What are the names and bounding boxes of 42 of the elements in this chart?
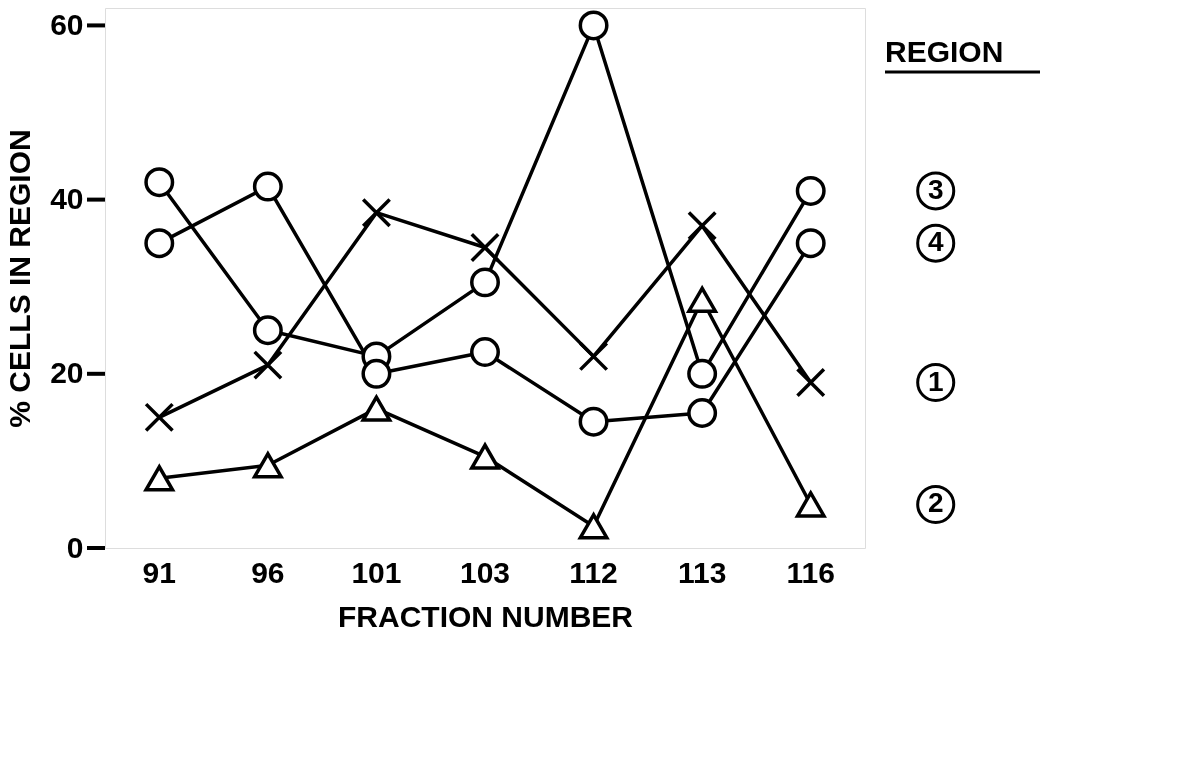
- point: [686, 284, 719, 313]
- point: [361, 395, 392, 422]
- x-tick-label: 96: [251, 555, 285, 589]
- point: [252, 350, 283, 381]
- x-axis-title: FRACTION NUMBER: [338, 599, 634, 633]
- y-tick-label: 40: [50, 182, 84, 216]
- x-tick-label: 101: [351, 555, 402, 589]
- point: [144, 402, 175, 433]
- point: [795, 367, 826, 398]
- point: [252, 452, 283, 479]
- point: [252, 315, 283, 346]
- point: [687, 398, 718, 428]
- x-tick-label: 116: [786, 555, 835, 589]
- point: [470, 337, 500, 367]
- point: [687, 358, 718, 389]
- point: [578, 10, 609, 41]
- point: [361, 197, 392, 228]
- text: 1: [927, 365, 944, 397]
- point: [252, 171, 283, 202]
- point: [470, 267, 500, 298]
- point: [470, 443, 500, 470]
- x-tick-label: 112: [569, 555, 618, 589]
- text: 3: [927, 173, 944, 205]
- legend-label: 4: [927, 226, 944, 258]
- point: [144, 465, 175, 492]
- point: [578, 406, 609, 437]
- point: [578, 341, 609, 372]
- point: [578, 513, 609, 540]
- point: [144, 228, 175, 259]
- point: [687, 210, 718, 241]
- point: [144, 167, 175, 198]
- x-tick-label: 91: [142, 555, 176, 589]
- point: [470, 232, 500, 263]
- legend-title: REGION: [885, 35, 1004, 68]
- y-tick-label: 20: [50, 356, 84, 390]
- x-tick-label: 103: [459, 555, 511, 589]
- y-tick-label: 60: [50, 7, 84, 41]
- y-tick-label: 0: [66, 530, 84, 564]
- x-tick-label: 113: [677, 555, 727, 589]
- point: [361, 358, 392, 389]
- text: 2: [927, 487, 944, 519]
- y-axis-title: % CELLS IN REGION: [3, 129, 37, 428]
